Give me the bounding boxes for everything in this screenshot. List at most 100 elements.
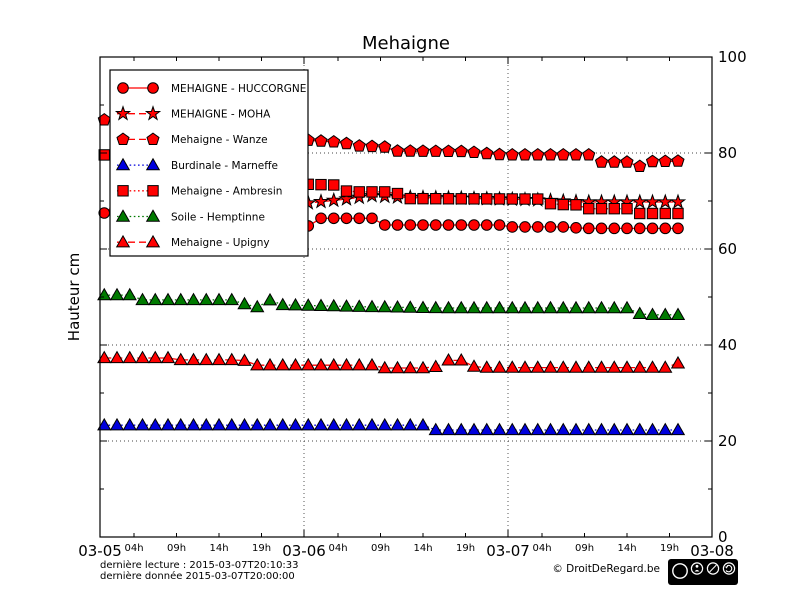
square-marker <box>353 186 365 198</box>
nc-dollar-icon: $ <box>711 565 715 573</box>
pentagon-marker <box>116 132 130 145</box>
pentagon-marker <box>327 134 341 148</box>
pentagon-marker <box>633 159 647 172</box>
triangle-marker <box>377 360 392 374</box>
triangle-marker <box>313 298 329 311</box>
pentagon-marker <box>658 154 672 167</box>
square-marker <box>583 202 595 215</box>
series-markers <box>97 417 686 436</box>
triangle-marker <box>454 422 469 436</box>
triangle-marker <box>645 307 660 320</box>
triangle-marker <box>454 353 469 366</box>
triangle-marker <box>326 357 341 371</box>
legend-label: Mehaigne - Wanze <box>171 134 268 146</box>
circle-marker <box>646 222 659 235</box>
circle-marker <box>557 221 570 233</box>
triangle-marker <box>428 359 443 372</box>
pentagon-marker <box>339 136 354 150</box>
triangle-marker <box>301 357 316 371</box>
triangle-marker <box>97 350 112 364</box>
triangle-marker <box>594 300 609 314</box>
license-icon-ring <box>706 562 720 575</box>
pentagon-marker <box>429 144 443 157</box>
circle-marker <box>378 219 391 231</box>
triangle-marker <box>441 422 456 436</box>
x-minor-tick-label: 14h <box>209 543 228 554</box>
circle-marker <box>544 221 557 233</box>
x-major-tick-label: 03-08 <box>690 542 734 560</box>
triangle-marker <box>145 209 161 222</box>
y-tick-label: 20 <box>718 432 737 450</box>
pentagon-marker <box>543 147 558 161</box>
series-line <box>104 424 678 431</box>
star-marker <box>657 193 674 209</box>
triangle-marker <box>556 300 571 314</box>
triangle-marker <box>339 357 354 371</box>
pentagon-marker <box>645 154 660 168</box>
square-marker <box>634 207 646 220</box>
license-icon-ring <box>722 562 736 575</box>
cc-logo-icon <box>672 563 688 579</box>
pentagon-marker <box>480 146 494 160</box>
triangle-marker <box>632 360 647 373</box>
cc-by-nc-sa-badge: cc $ BY NC SA <box>668 559 738 585</box>
triangle-marker <box>173 417 188 431</box>
triangle-marker <box>364 299 380 313</box>
square-marker <box>608 202 620 215</box>
triangle-marker <box>224 417 239 431</box>
triangle-marker <box>543 422 558 436</box>
circle-marker <box>595 222 608 235</box>
square-marker <box>506 193 518 205</box>
series-soile-hemptinne <box>97 287 686 320</box>
x-major-tick-label: 03-05 <box>78 542 122 560</box>
triangle-marker <box>199 417 214 431</box>
square-marker <box>430 193 442 205</box>
pentagon-marker <box>594 155 609 168</box>
square-marker <box>417 192 429 205</box>
triangle-marker <box>224 292 239 306</box>
triangle-marker <box>145 157 161 171</box>
triangle-marker <box>186 292 201 306</box>
circle-marker <box>391 219 404 231</box>
triangle-marker <box>505 422 520 436</box>
triangle-marker <box>492 422 507 436</box>
circle-marker <box>327 212 340 225</box>
triangle-marker <box>148 292 163 306</box>
triangle-marker <box>262 292 278 306</box>
by-person-body <box>694 569 700 572</box>
triangle-marker <box>148 350 163 364</box>
square-marker <box>672 207 684 220</box>
triangle-marker <box>466 300 482 314</box>
circle-marker <box>429 219 442 231</box>
triangle-marker <box>658 307 673 320</box>
series-markers <box>97 287 686 320</box>
triangle-marker <box>109 287 125 301</box>
legend-item: Mehaigne - Upigny <box>115 234 270 249</box>
circle-marker <box>117 82 129 94</box>
pentagon-marker <box>607 155 621 168</box>
triangle-marker <box>607 360 622 373</box>
triangle-marker <box>479 422 494 436</box>
triangle-marker <box>135 350 150 364</box>
circle-marker <box>315 212 327 225</box>
legend-label: Mehaigne - Ambresin <box>171 186 282 198</box>
pentagon-marker <box>569 147 583 161</box>
triangle-marker <box>632 422 647 436</box>
triangle-marker <box>415 300 431 313</box>
triangle-marker <box>186 417 201 431</box>
pentagon-marker <box>518 147 532 161</box>
last-data-text: dernière donnée 2015-03-07T20:00:00 <box>100 570 295 582</box>
star-marker <box>631 193 648 209</box>
legend-label: Burdinale - Marneffe <box>171 160 278 172</box>
triangle-marker <box>122 417 137 431</box>
triangle-marker <box>505 360 520 373</box>
triangle-marker <box>645 422 660 436</box>
triangle-marker <box>326 417 341 431</box>
triangle-marker <box>670 422 686 436</box>
triangle-marker <box>97 417 112 431</box>
square-marker <box>147 185 159 197</box>
circle-marker <box>621 222 633 235</box>
triangle-marker <box>115 157 131 171</box>
triangle-marker <box>313 357 329 371</box>
